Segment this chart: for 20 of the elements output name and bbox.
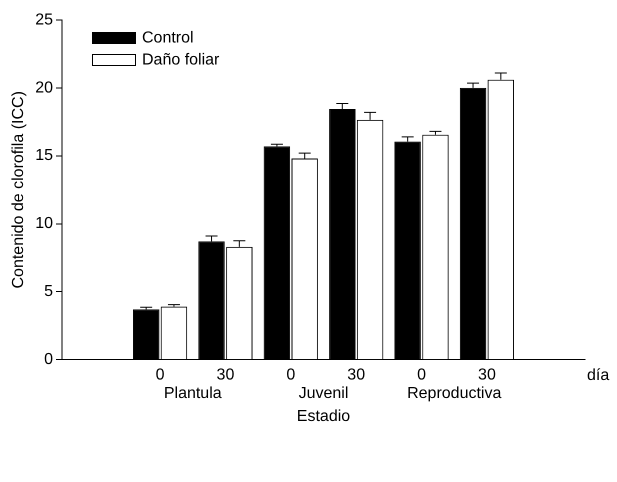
x-tick-label: 0 <box>417 366 426 384</box>
y-tick-label: 0 <box>44 351 54 368</box>
text: Plantula <box>164 385 222 402</box>
y-tick-label: 10 <box>35 215 54 232</box>
y-axis-title: Contenido de clorofila (ICC) <box>10 91 28 289</box>
x-tick-label: 30 <box>347 366 366 384</box>
y-tick-label: 20 <box>35 79 54 96</box>
x-axis-title: Estadio <box>296 408 350 425</box>
text: día <box>587 367 610 384</box>
y-tick-label: 5 <box>44 283 54 300</box>
x-tick-label: 30 <box>216 366 234 384</box>
legend-label: Daño foliar <box>142 51 220 68</box>
y-tick-label: 25 <box>35 11 54 28</box>
text: Reproductiva <box>407 385 502 402</box>
x-tick-label: 0 <box>286 366 296 384</box>
text: Juvenil <box>298 385 348 402</box>
x-tick-label: 30 <box>478 366 496 384</box>
x-tick-label: 0 <box>156 366 165 384</box>
legend-label: Control <box>142 29 194 46</box>
y-tick-label: 15 <box>35 147 54 164</box>
